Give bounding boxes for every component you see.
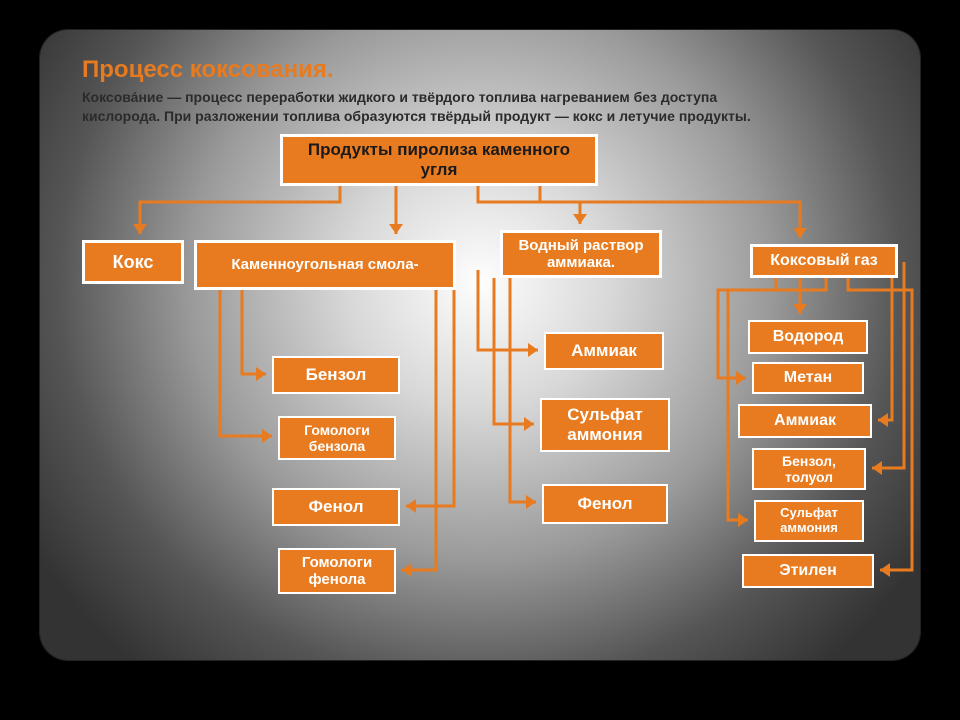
node-koks: Кокс — [82, 240, 184, 284]
node-vodorod: Водород — [748, 320, 868, 354]
node-gas: Коксовый газ — [750, 244, 898, 278]
node-benzol: Бензол — [272, 356, 400, 394]
node-gomben: Гомологи бензола — [278, 416, 396, 460]
slide-subtitle: Коксова́ние — процесс переработки жидког… — [82, 88, 882, 126]
node-vodnyi: Водный раствор аммиака. — [500, 230, 662, 278]
node-bentol: Бензол, толуол — [752, 448, 866, 490]
node-root: Продукты пиролиза каменного угля — [280, 134, 598, 186]
node-metan: Метан — [752, 362, 864, 394]
node-sulf2: Сульфат аммония — [754, 500, 864, 542]
node-etilen: Этилен — [742, 554, 874, 588]
slide-title: Процесс коксования. — [82, 56, 333, 84]
node-ammiak1: Аммиак — [544, 332, 664, 370]
node-sulf1: Сульфат аммония — [540, 398, 670, 452]
slide-canvas: Процесс коксования. Коксова́ние — процес… — [40, 30, 920, 660]
node-fenol1: Фенол — [272, 488, 400, 526]
node-fenol2: Фенол — [542, 484, 668, 524]
node-gomfen: Гомологи фенола — [278, 548, 396, 594]
node-ammiak2: Аммиак — [738, 404, 872, 438]
node-smola: Каменноугольная смола- — [194, 240, 456, 290]
